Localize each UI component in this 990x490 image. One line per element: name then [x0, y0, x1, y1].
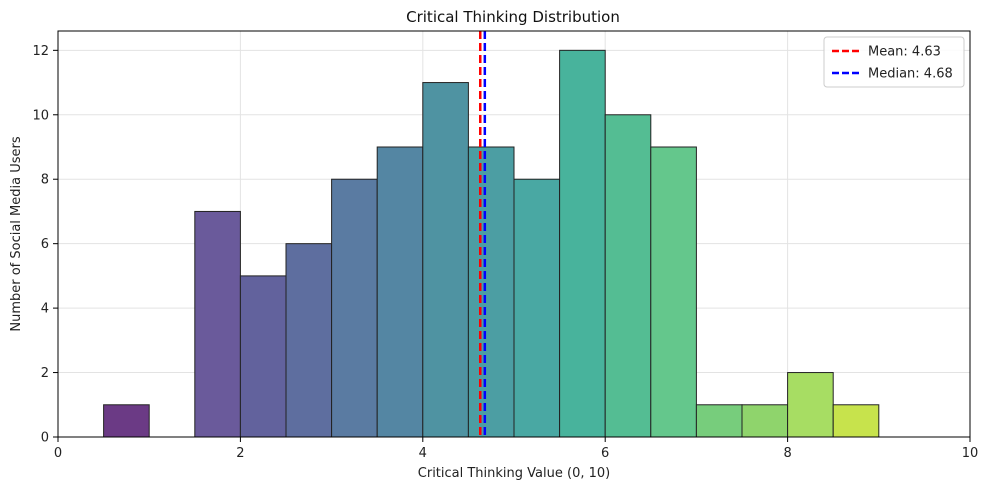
legend-label: Mean: 4.63 [868, 45, 941, 60]
y-axis-label: Number of Social Media Users [9, 136, 24, 332]
histogram-bar [376, 146, 424, 438]
x-axis-ticks: 0 2 4 6 8 10 [54, 437, 978, 461]
y-tick-label: 12 [32, 44, 49, 59]
y-tick-label: 6 [41, 237, 49, 252]
plot-frame [57, 30, 971, 438]
reference-lines [479, 31, 487, 437]
histogram-bar [103, 404, 150, 438]
histogram-bar [239, 275, 287, 438]
histogram-bar [467, 146, 515, 438]
histogram-bar [331, 178, 378, 438]
x-tick-label: 6 [601, 446, 609, 461]
y-tick-label: 2 [41, 366, 49, 381]
y-tick-label: 8 [41, 173, 49, 188]
histogram-bar [650, 146, 697, 438]
histogram-bar [559, 49, 606, 438]
histogram-bar [741, 404, 789, 438]
chart-title: Critical Thinking Distribution [406, 8, 620, 26]
x-tick-label: 2 [236, 446, 244, 461]
histogram-bar [832, 404, 880, 438]
y-tick-label: 10 [32, 108, 49, 123]
legend: Mean: 4.63 Median: 4.68 [823, 36, 965, 88]
legend-label: Median: 4.68 [868, 67, 953, 82]
x-axis-label: Critical Thinking Value (0, 10) [418, 466, 610, 481]
histogram-bar [422, 82, 469, 438]
legend-box [823, 36, 965, 88]
x-tick-label: 8 [783, 446, 791, 461]
bars [103, 49, 880, 438]
x-tick-label: 10 [962, 446, 979, 461]
y-tick-label: 4 [41, 302, 49, 317]
x-tick-label: 0 [54, 446, 62, 461]
y-tick-label: 0 [41, 431, 49, 446]
histogram-bar [194, 210, 241, 438]
histogram-bar [513, 178, 561, 438]
histogram-bar [604, 114, 652, 438]
histogram-bar [695, 404, 743, 438]
y-axis-ticks: 0 2 4 6 8 10 12 [32, 44, 58, 446]
x-tick-label: 4 [419, 446, 427, 461]
histogram-bar [787, 372, 834, 438]
histogram-bar [285, 243, 333, 438]
